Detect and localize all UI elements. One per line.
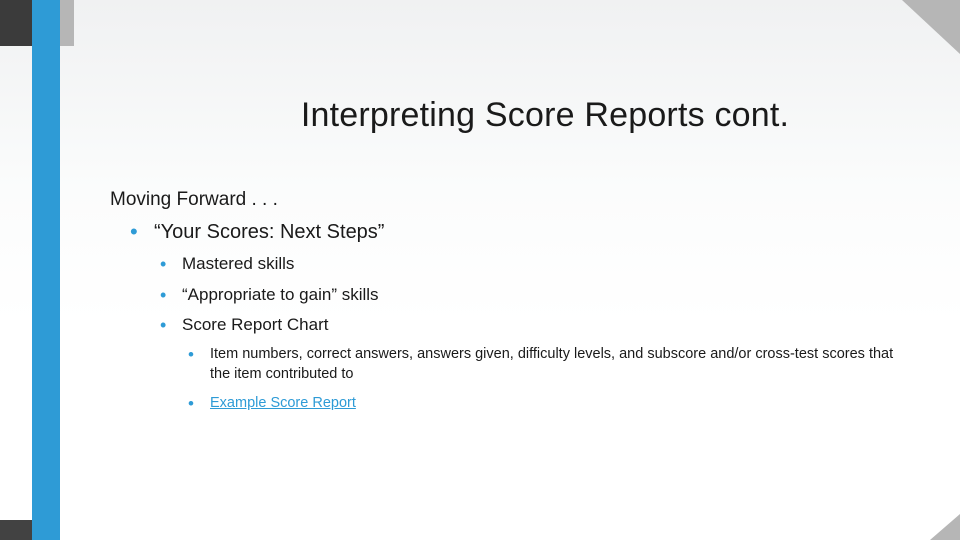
decor-dark-bar-top xyxy=(0,0,32,46)
slide: Interpreting Score Reports cont. Moving … xyxy=(0,0,960,540)
bullet-lvl3-item: Example Score Report xyxy=(182,393,920,413)
decor-triangle-bottom-right xyxy=(930,514,960,540)
decor-dark-bar-bottom xyxy=(0,520,32,540)
example-score-report-link[interactable]: Example Score Report xyxy=(210,395,356,411)
bullet-lvl2-text: “Appropriate to gain” skills xyxy=(182,285,379,304)
bullet-list-level1: “Your Scores: Next Steps” Mastered skill… xyxy=(110,219,920,413)
bullet-lvl1-text: “Your Scores: Next Steps” xyxy=(154,221,384,243)
bullet-lvl2-text: Score Report Chart xyxy=(182,315,328,334)
bullet-lvl3-text: Item numbers, correct answers, answers g… xyxy=(210,346,893,382)
bullet-list-level3: Item numbers, correct answers, answers g… xyxy=(182,344,920,413)
content-area: Interpreting Score Reports cont. Moving … xyxy=(110,0,920,540)
bullet-lvl2-item: Mastered skills xyxy=(154,252,920,277)
slide-title: Interpreting Score Reports cont. xyxy=(170,96,920,135)
decor-blue-bar xyxy=(32,0,54,540)
bullet-list-level2: Mastered skills “Appropriate to gain” sk… xyxy=(154,252,920,413)
slide-subheading: Moving Forward . . . xyxy=(110,189,920,211)
bullet-lvl2-item: “Appropriate to gain” skills xyxy=(154,283,920,308)
decor-gray-bar-top xyxy=(60,0,74,46)
bullet-lvl2-item: Score Report Chart Item numbers, correct… xyxy=(154,313,920,413)
bullet-lvl2-text: Mastered skills xyxy=(182,254,294,273)
bullet-lvl3-item: Item numbers, correct answers, answers g… xyxy=(182,344,920,385)
decor-blue-bar-thin xyxy=(54,0,60,540)
bullet-lvl1-item: “Your Scores: Next Steps” Mastered skill… xyxy=(110,219,920,413)
